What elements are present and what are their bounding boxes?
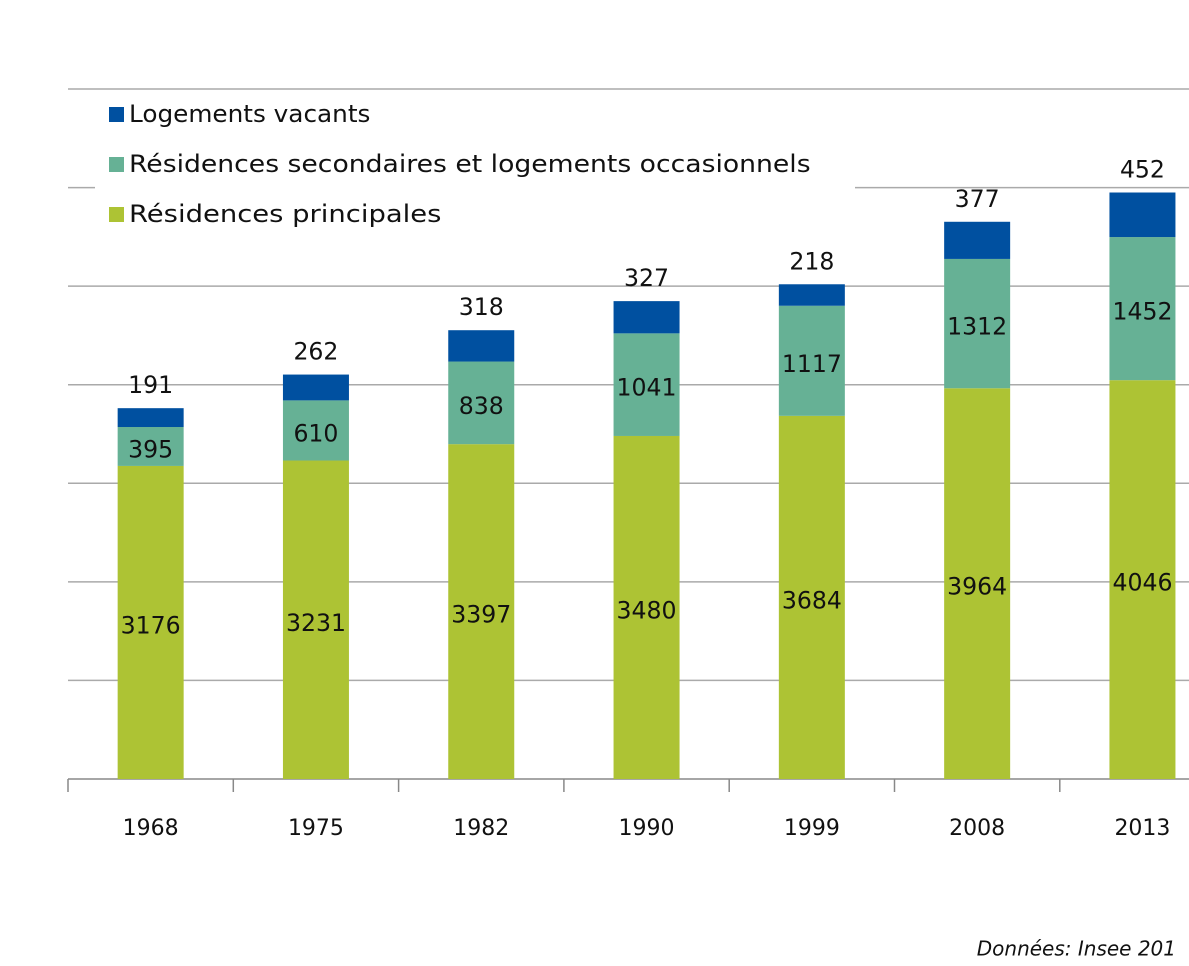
data-label: 318 [459,293,504,321]
data-label: 327 [624,264,669,292]
x-tick-label: 1968 [123,816,179,841]
data-label: 3480 [617,596,677,624]
legend-label: Résidences secondaires et logements occa… [129,150,811,178]
bar-segment [778,415,845,779]
x-tick-label: 2008 [949,816,1005,841]
legend-swatch [109,107,124,122]
data-label: 3684 [782,586,842,614]
data-label: 1452 [1112,298,1172,326]
legend-background [95,95,855,245]
legend-swatch [109,157,124,172]
bar-segment [282,374,349,401]
data-label: 395 [128,435,173,463]
data-label: 3964 [947,573,1007,601]
x-tick-label: 2013 [1114,816,1170,841]
bar-segment [778,305,845,416]
x-tick-label: 1999 [784,816,840,841]
bar-segment [448,444,515,779]
data-label: 218 [789,247,834,275]
bar-segment [1109,380,1176,779]
data-label: 3176 [121,611,181,639]
bar-segment [448,330,515,362]
bar-segment [944,258,1011,389]
legend-swatch [109,207,124,222]
x-tick-label: 1990 [619,816,675,841]
bar-segment [613,435,680,779]
bar-segment [117,427,184,466]
data-label: 1312 [947,313,1007,341]
bar-segment [778,284,845,306]
bar-segment [117,408,184,428]
legend-label: Résidences principales [129,200,441,228]
legend-label: Logements vacants [129,100,370,128]
bar-segment [613,333,680,436]
data-label: 262 [293,338,338,366]
data-label: 452 [1120,156,1165,184]
data-label: 191 [128,371,173,399]
bar-segment [944,221,1011,259]
bar-segment [282,400,349,461]
data-label: 838 [459,392,504,420]
data-label: 1041 [617,374,677,402]
data-label: 1117 [782,350,842,378]
x-tick-label: 1975 [288,816,344,841]
bar-segment [1109,192,1176,238]
data-label: 3397 [451,601,511,629]
data-label: 4046 [1112,569,1172,597]
bar-segment [613,301,680,334]
bar-segment [282,460,349,779]
bar-segment [117,465,184,779]
legend: Résidences principales Résidences seconda… [95,95,855,245]
bar-segment [1109,237,1176,381]
bar-segment [944,388,1011,779]
source: Données: Insee 201 [977,937,1176,961]
bar-segment [448,361,515,445]
data-label: 610 [293,419,338,447]
data-label: 3231 [286,609,346,637]
x-tick-label: 1982 [453,816,509,841]
data-label: 377 [955,185,1000,213]
